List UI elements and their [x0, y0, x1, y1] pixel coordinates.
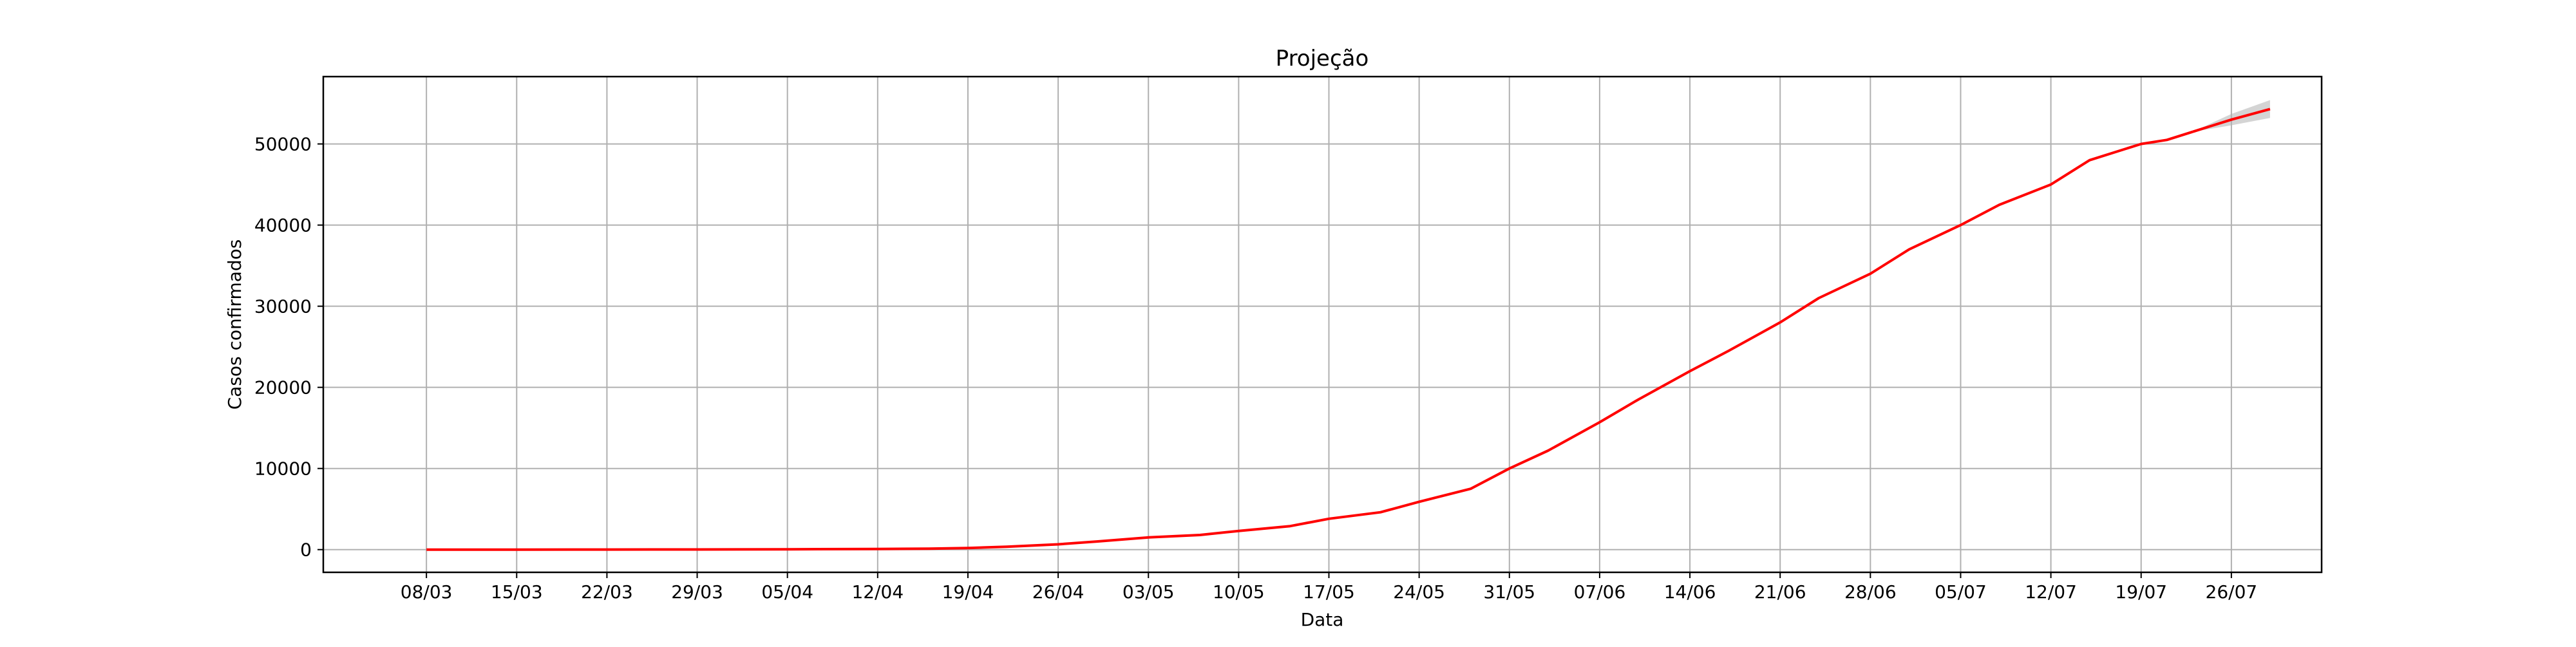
y-axis-label: Casos confirmados [224, 239, 245, 410]
confirmed-cases-line [426, 130, 2193, 551]
x-tick-label: 17/05 [1303, 581, 1355, 603]
plot-frame [322, 75, 2323, 574]
x-tick-label: 03/05 [1122, 581, 1175, 603]
y-tick-label: 50000 [254, 134, 312, 155]
gridlines [323, 77, 2322, 572]
x-tick-label: 31/05 [1483, 581, 1535, 603]
x-axis-label: Data [1301, 609, 1344, 630]
x-tick-label: 28/06 [1844, 581, 1897, 603]
y-tick-label: 20000 [254, 377, 312, 399]
x-tick-label: 24/05 [1393, 581, 1445, 603]
y-tick-label: 40000 [254, 215, 312, 236]
x-tick-label: 26/07 [2206, 581, 2258, 603]
x-tick-label: 29/03 [671, 581, 723, 603]
x-tick-label: 19/07 [2115, 581, 2167, 603]
y-tick-label: 30000 [254, 296, 312, 317]
x-tick-label: 14/06 [1664, 581, 1716, 603]
projection-confidence-band [2192, 100, 2270, 132]
x-tick-label: 05/04 [761, 581, 813, 603]
x-tick-label: 26/04 [1032, 581, 1084, 603]
x-tick-label: 10/05 [1213, 581, 1265, 603]
x-tick-label: 12/04 [851, 581, 904, 603]
x-axis-ticks: 08/03 15/03 22/03 29/03 05/04 12/04 19/04 26/04… [401, 572, 2257, 603]
series-layer [426, 108, 2271, 551]
projection-line [2192, 108, 2271, 133]
chart-title: Projeção [1276, 46, 1369, 71]
x-tick-label: 07/06 [1574, 581, 1626, 603]
x-tick-label: 08/03 [401, 581, 453, 603]
x-tick-label: 19/04 [942, 581, 994, 603]
y-axis-ticks: 0 10000 20000 30000 40000 50000 [254, 134, 323, 561]
confidence-band-layer [2192, 100, 2270, 132]
x-tick-label: 15/03 [491, 581, 543, 603]
x-tick-label: 12/07 [2025, 581, 2077, 603]
y-tick-label: 10000 [254, 458, 312, 480]
x-tick-label: 22/03 [581, 581, 633, 603]
x-tick-label: 21/06 [1754, 581, 1806, 603]
y-tick-label: 0 [300, 539, 312, 561]
x-tick-label: 05/07 [1935, 581, 1987, 603]
